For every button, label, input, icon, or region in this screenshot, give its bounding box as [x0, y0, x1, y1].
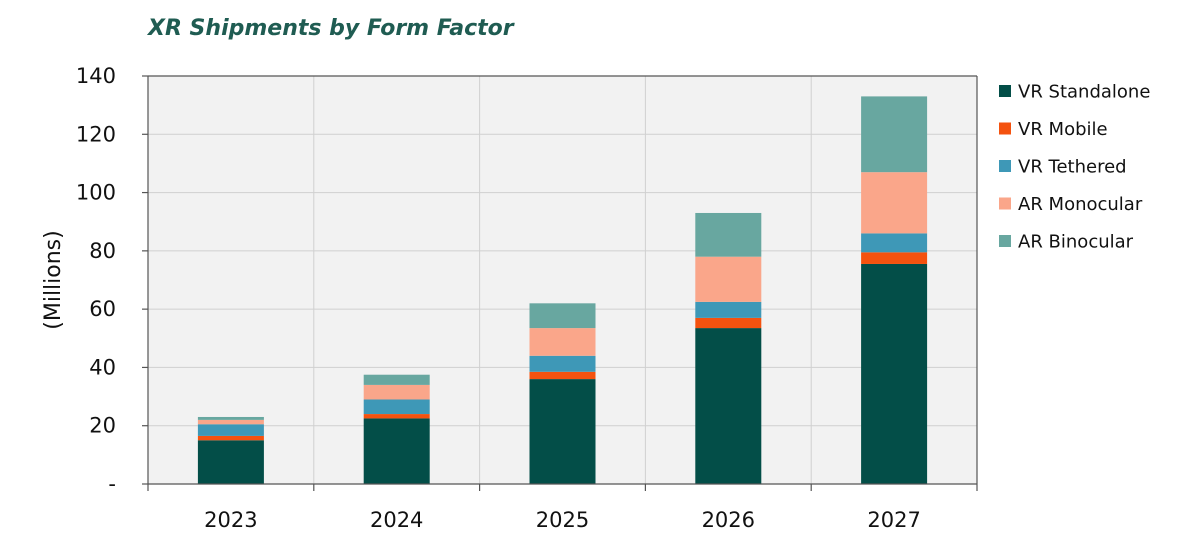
x-tick-label: 2027	[867, 508, 920, 532]
legend-swatch	[999, 197, 1011, 210]
bar-segment	[529, 371, 596, 380]
bar-segment	[197, 440, 264, 484]
y-tick-label: 140	[76, 64, 116, 88]
legend-swatch	[999, 160, 1011, 172]
bar-segment	[695, 212, 762, 257]
bar-segment	[695, 256, 762, 302]
y-tick-label: 100	[76, 181, 116, 205]
bar-segment	[363, 374, 430, 385]
bar-segment	[861, 252, 928, 264]
legend-label: AR Binocular	[1018, 232, 1134, 253]
y-axis-title: (Millions)	[41, 230, 66, 329]
y-tick-labels: - 20 40 60 80 100 120 140	[76, 64, 116, 496]
bar-segment	[695, 317, 762, 329]
y-tick-label: 120	[76, 122, 116, 146]
bar-segment	[695, 301, 762, 318]
y-tick-label: 20	[89, 414, 116, 438]
legend-swatch	[999, 122, 1011, 135]
legend-label: VR Tethered	[1018, 157, 1127, 178]
y-tick-label: -	[108, 472, 116, 496]
bar-segment	[529, 303, 596, 329]
x-tick-label: 2026	[702, 508, 755, 532]
y-tick-label: 40	[89, 355, 116, 379]
bars	[197, 96, 928, 484]
bar-segment	[363, 414, 430, 419]
bar-segment	[861, 263, 928, 484]
legend: VR Standalone VR Mobile VR Tethered AR Mono…	[999, 82, 1150, 253]
bar-segment	[529, 379, 596, 484]
bar-segment	[529, 328, 596, 356]
bar-segment	[695, 328, 762, 484]
bar-segment	[363, 384, 430, 400]
y-tick-label: 60	[89, 297, 116, 321]
legend-label: VR Standalone	[1018, 82, 1150, 103]
legend-label: AR Monocular	[1018, 194, 1143, 215]
bar-segment	[197, 435, 264, 441]
bar-segment	[363, 418, 430, 484]
bar-segment	[197, 424, 264, 436]
legend-label: VR Mobile	[1018, 119, 1108, 140]
y-tick-label: 80	[89, 239, 116, 263]
chart-title: XR Shipments by Form Factor	[148, 16, 514, 41]
legend-swatch	[999, 235, 1011, 247]
bar-segment	[197, 416, 264, 420]
axes	[142, 75, 978, 491]
bar-segment	[861, 233, 928, 253]
bar-segment	[363, 399, 430, 415]
bar-segment	[861, 96, 928, 173]
x-tick-label: 2023	[204, 508, 257, 532]
bar-segment	[861, 172, 928, 234]
x-tick-label: 2024	[370, 508, 423, 532]
bar-segment	[197, 419, 264, 425]
x-tick-label: 2025	[536, 508, 589, 532]
x-tick-labels: 2023 2024 2025 2026 2027	[204, 508, 921, 532]
legend-swatch	[999, 85, 1011, 97]
bar-segment	[529, 355, 596, 372]
